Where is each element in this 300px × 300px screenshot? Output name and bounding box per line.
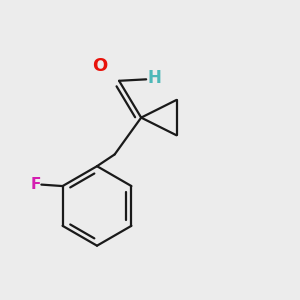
Text: O: O	[92, 57, 108, 75]
Text: H: H	[148, 69, 161, 87]
Text: F: F	[31, 177, 41, 192]
